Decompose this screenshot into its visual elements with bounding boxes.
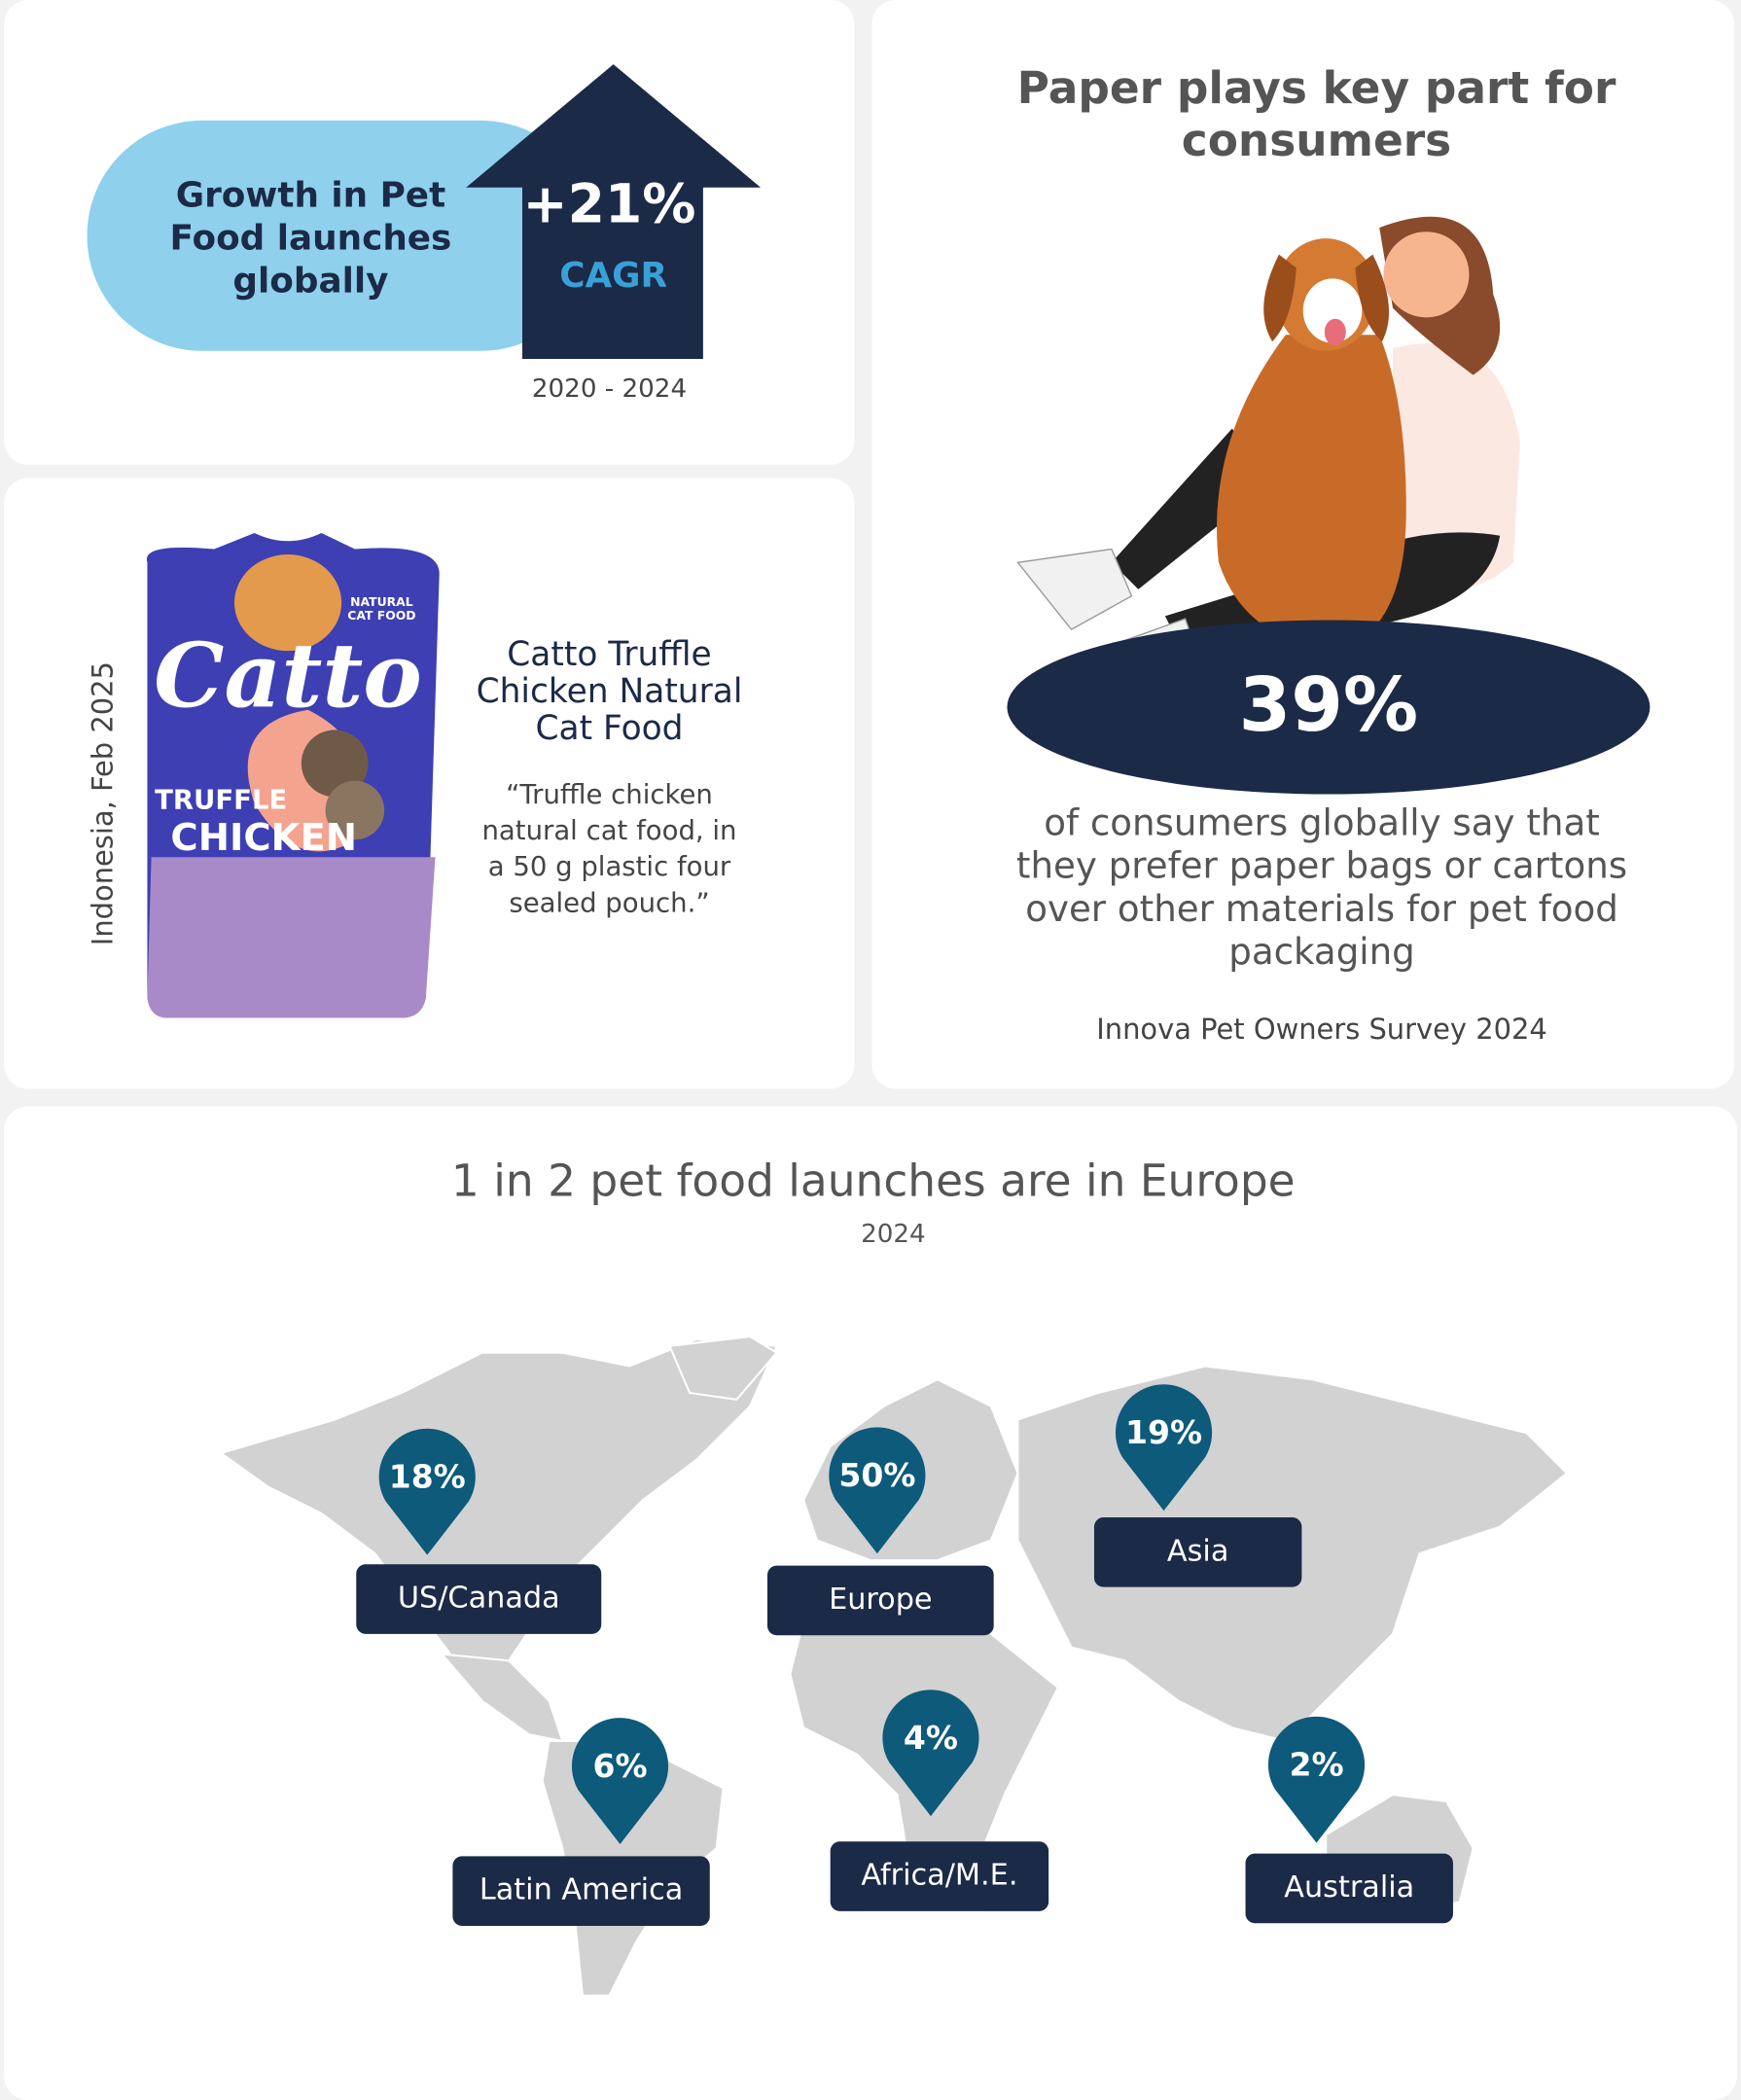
dog-ear <box>1355 254 1390 342</box>
pouch-text: CAT FOOD <box>347 608 415 623</box>
region: Asia 19% <box>1093 1384 1302 1587</box>
product-description: “Truffle chicken <box>506 779 713 810</box>
region-pin <box>378 1428 476 1555</box>
region-label-box <box>1245 1853 1453 1924</box>
paper-title: consumers <box>1182 115 1451 166</box>
paper-value: 39% <box>1239 661 1419 749</box>
product-description: natural cat food, in <box>481 815 736 846</box>
paper-text: of consumers globally say that <box>1044 801 1600 844</box>
region-share: 2% <box>1289 1746 1343 1784</box>
region-label-box <box>766 1565 994 1636</box>
region-share: 6% <box>592 1747 647 1785</box>
growth-label: Growth in Pet <box>176 175 445 215</box>
growth-value: +21% <box>523 173 696 235</box>
paper-text: over other materials for pet food <box>1025 887 1618 930</box>
paper-title: Paper plays key part for <box>1017 62 1617 114</box>
product-name: Cat Food <box>535 709 683 748</box>
region-label-box <box>1093 1517 1302 1587</box>
region-name: US/Canada <box>398 1582 560 1616</box>
growth-unit: CAGR <box>559 256 667 296</box>
woman-shirt <box>1392 342 1520 593</box>
region-name: Asia <box>1167 1534 1228 1568</box>
growth-period: 2020 - 2024 <box>532 374 687 404</box>
pouch-text: CHICKEN <box>170 816 357 860</box>
illustration <box>1016 216 1520 698</box>
dog-body <box>1217 335 1406 650</box>
dog-ear <box>1263 254 1297 342</box>
paper-source: Innova Pet Owners Survey 2024 <box>1096 1013 1547 1046</box>
region-pin <box>1267 1716 1366 1843</box>
region: US/Canada 18% <box>356 1428 602 1634</box>
regions: US/Canada 18% Europe 50% Asia 19% Latin Americ… <box>356 1384 1453 1927</box>
paper-text: they prefer paper bags or cartons <box>1016 844 1627 887</box>
region-name: Australia <box>1284 1870 1414 1904</box>
region-pin <box>571 1718 669 1845</box>
woman-face <box>1383 231 1470 318</box>
greenland <box>667 1335 779 1401</box>
region-name: Europe <box>829 1583 933 1617</box>
truffle <box>301 730 369 798</box>
pouch-text: NATURAL <box>350 594 413 609</box>
product-description: a 50 g plastic four <box>488 851 731 882</box>
region-share: 50% <box>838 1456 915 1494</box>
growth-arrow <box>466 64 762 360</box>
paper-text: packaging <box>1228 930 1414 973</box>
pouch: NATURAL CAT FOOD Catto TRUFFLE CHICKEN <box>146 533 440 1018</box>
region-label-box <box>356 1564 602 1634</box>
region-share: 4% <box>904 1719 958 1757</box>
stat-ellipse <box>1007 620 1651 795</box>
region-label-box <box>452 1856 710 1927</box>
region-pin <box>1115 1384 1213 1512</box>
product-description: sealed pouch.” <box>509 887 709 918</box>
region-name: Latin America <box>480 1873 683 1907</box>
region: Africa/M.E. 4% <box>830 1690 1049 1911</box>
product-description-group: “Truffle chicken natural cat food, in a 50… <box>481 779 736 919</box>
product-name: Catto Truffle <box>507 635 711 674</box>
truffle <box>325 780 385 840</box>
shoe <box>1016 548 1133 631</box>
growth-label: Food launches <box>170 218 452 258</box>
pouch-bottom <box>147 857 436 1018</box>
region: Latin America 6% <box>452 1718 710 1927</box>
region-name: Africa/M.E. <box>861 1859 1017 1893</box>
growth-pill <box>87 120 596 351</box>
product-name: Chicken Natural <box>477 672 743 711</box>
region-pin <box>829 1427 926 1554</box>
region-pin <box>882 1690 979 1817</box>
pouch-brand: Catto <box>154 624 422 728</box>
dog-muzzle <box>1302 278 1363 343</box>
pouch-text: TRUFFLE <box>155 784 287 815</box>
product-location: Indonesia, Feb 2025 <box>86 661 119 945</box>
region: Europe 50% <box>766 1427 994 1636</box>
dog-tongue <box>1324 318 1346 346</box>
cat-face <box>233 554 342 652</box>
region-share: 18% <box>389 1458 466 1496</box>
growth-label: globally <box>232 262 388 302</box>
region-share: 19% <box>1125 1413 1202 1451</box>
map-title: 1 in 2 pet food launches are in Europe <box>451 1156 1296 1207</box>
region-label-box <box>830 1841 1049 1911</box>
region: Australia 2% <box>1245 1716 1453 1924</box>
map-subtitle: 2024 <box>861 1220 926 1249</box>
